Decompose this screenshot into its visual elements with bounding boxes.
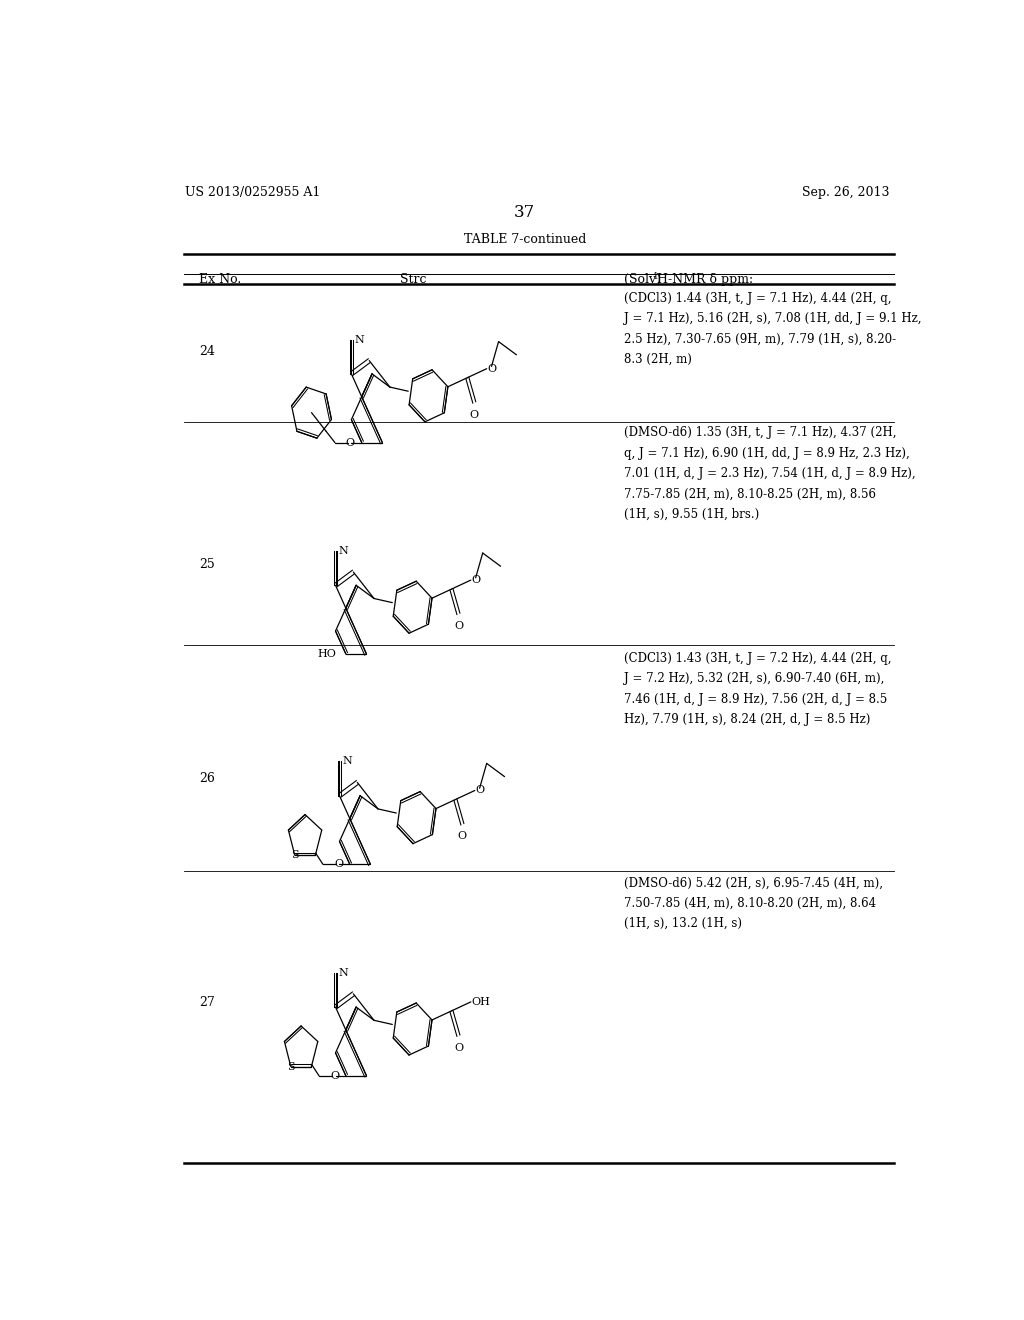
Text: 1: 1 bbox=[652, 272, 658, 281]
Text: 27: 27 bbox=[200, 995, 215, 1008]
Text: 24: 24 bbox=[200, 345, 215, 358]
Text: 25: 25 bbox=[200, 558, 215, 572]
Text: O: O bbox=[472, 576, 480, 585]
Text: US 2013/0252955 A1: US 2013/0252955 A1 bbox=[185, 186, 321, 199]
Text: 7.75-7.85 (2H, m), 8.10-8.25 (2H, m), 8.56: 7.75-7.85 (2H, m), 8.10-8.25 (2H, m), 8.… bbox=[624, 487, 876, 500]
Text: O: O bbox=[454, 1043, 463, 1053]
Text: 2.5 Hz), 7.30-7.65 (9H, m), 7.79 (1H, s), 8.20-: 2.5 Hz), 7.30-7.65 (9H, m), 7.79 (1H, s)… bbox=[624, 333, 896, 346]
Text: O: O bbox=[346, 437, 355, 447]
Text: OH: OH bbox=[472, 997, 490, 1007]
Text: (DMSO-d6) 5.42 (2H, s), 6.95-7.45 (4H, m),: (DMSO-d6) 5.42 (2H, s), 6.95-7.45 (4H, m… bbox=[624, 876, 883, 890]
Text: N: N bbox=[343, 756, 352, 767]
Text: (1H, s), 13.2 (1H, s): (1H, s), 13.2 (1H, s) bbox=[624, 917, 742, 931]
Text: Hz), 7.79 (1H, s), 8.24 (2H, d, J = 8.5 Hz): Hz), 7.79 (1H, s), 8.24 (2H, d, J = 8.5 … bbox=[624, 713, 870, 726]
Text: (Solv): (Solv) bbox=[624, 273, 665, 286]
Text: Strc: Strc bbox=[400, 273, 427, 286]
Text: HO: HO bbox=[317, 649, 337, 659]
Text: 7.01 (1H, d, J = 2.3 Hz), 7.54 (1H, d, J = 8.9 Hz),: 7.01 (1H, d, J = 2.3 Hz), 7.54 (1H, d, J… bbox=[624, 467, 915, 480]
Text: H-NMR δ ppm:: H-NMR δ ppm: bbox=[656, 273, 753, 286]
Text: O: O bbox=[487, 364, 497, 374]
Text: Sep. 26, 2013: Sep. 26, 2013 bbox=[803, 186, 890, 199]
Text: 7.50-7.85 (4H, m), 8.10-8.20 (2H, m), 8.64: 7.50-7.85 (4H, m), 8.10-8.20 (2H, m), 8.… bbox=[624, 896, 877, 909]
Text: 37: 37 bbox=[514, 203, 536, 220]
Text: Ex No.: Ex No. bbox=[200, 273, 242, 286]
Text: O: O bbox=[334, 859, 343, 870]
Text: S: S bbox=[287, 1061, 295, 1072]
Text: O: O bbox=[475, 785, 484, 796]
Text: (1H, s), 9.55 (1H, brs.): (1H, s), 9.55 (1H, brs.) bbox=[624, 508, 759, 520]
Text: O: O bbox=[458, 832, 467, 841]
Text: S: S bbox=[291, 850, 299, 861]
Text: (CDCl3) 1.44 (3H, t, J = 7.1 Hz), 4.44 (2H, q,: (CDCl3) 1.44 (3H, t, J = 7.1 Hz), 4.44 (… bbox=[624, 292, 892, 305]
Text: J = 7.2 Hz), 5.32 (2H, s), 6.90-7.40 (6H, m),: J = 7.2 Hz), 5.32 (2H, s), 6.90-7.40 (6H… bbox=[624, 672, 885, 685]
Text: q, J = 7.1 Hz), 6.90 (1H, dd, J = 8.9 Hz, 2.3 Hz),: q, J = 7.1 Hz), 6.90 (1H, dd, J = 8.9 Hz… bbox=[624, 446, 909, 459]
Text: N: N bbox=[339, 968, 348, 978]
Text: TABLE 7-continued: TABLE 7-continued bbox=[464, 234, 586, 247]
Text: (CDCl3) 1.43 (3H, t, J = 7.2 Hz), 4.44 (2H, q,: (CDCl3) 1.43 (3H, t, J = 7.2 Hz), 4.44 (… bbox=[624, 652, 892, 665]
Text: J = 7.1 Hz), 5.16 (2H, s), 7.08 (1H, dd, J = 9.1 Hz,: J = 7.1 Hz), 5.16 (2H, s), 7.08 (1H, dd,… bbox=[624, 313, 922, 326]
Text: N: N bbox=[339, 546, 348, 556]
Text: O: O bbox=[330, 1071, 339, 1081]
Text: 26: 26 bbox=[200, 772, 215, 785]
Text: (DMSO-d6) 1.35 (3H, t, J = 7.1 Hz), 4.37 (2H,: (DMSO-d6) 1.35 (3H, t, J = 7.1 Hz), 4.37… bbox=[624, 426, 896, 440]
Text: 8.3 (2H, m): 8.3 (2H, m) bbox=[624, 354, 692, 366]
Text: N: N bbox=[354, 334, 365, 345]
Text: O: O bbox=[470, 409, 479, 420]
Text: O: O bbox=[454, 622, 463, 631]
Text: 7.46 (1H, d, J = 8.9 Hz), 7.56 (2H, d, J = 8.5: 7.46 (1H, d, J = 8.9 Hz), 7.56 (2H, d, J… bbox=[624, 693, 887, 706]
